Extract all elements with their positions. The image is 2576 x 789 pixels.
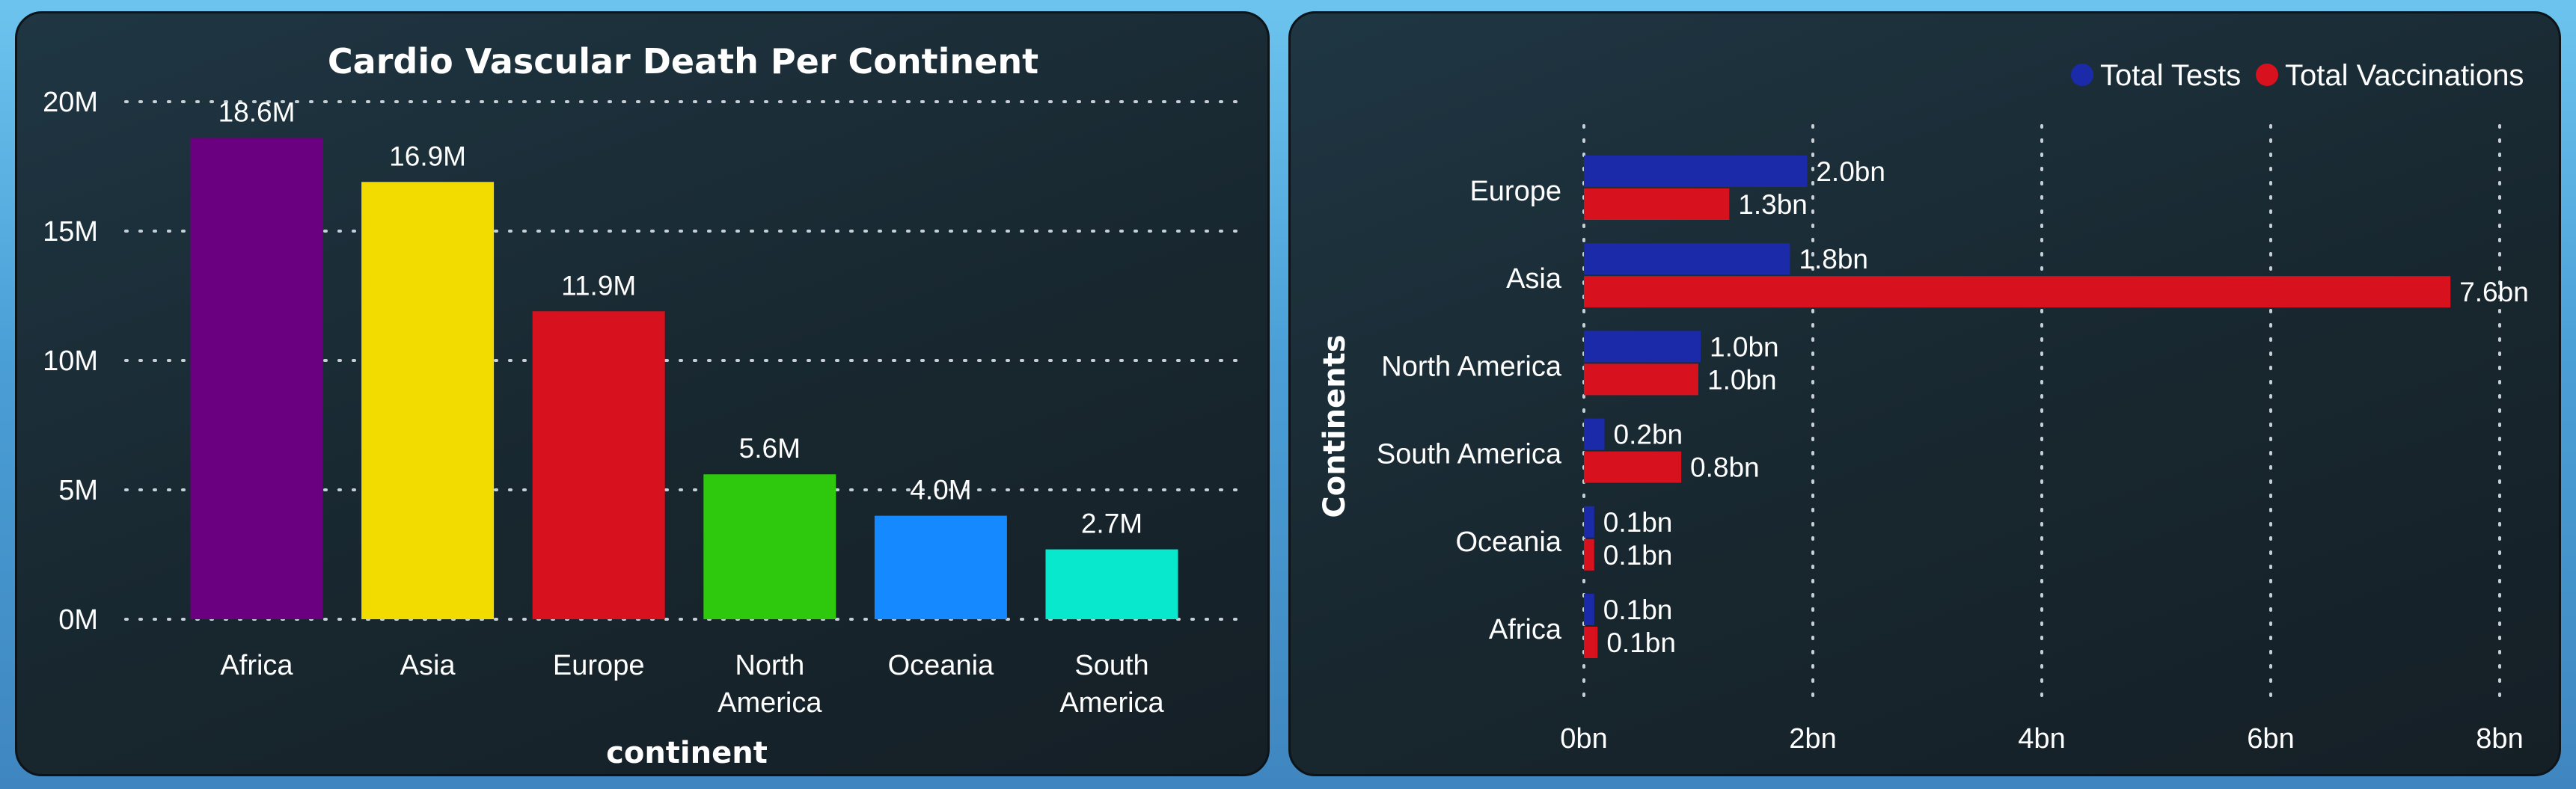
bar-south-america: [1045, 549, 1178, 619]
data-label: 0.1bn: [1603, 540, 1673, 571]
chart-title: Cardio Vascular Death Per Continent: [328, 41, 1038, 82]
data-label: 0.1bn: [1603, 507, 1673, 538]
legend-marker-total-tests: [2071, 64, 2093, 86]
bar-asia-total-tests: [1584, 243, 1790, 275]
bar-south-america-total-tests: [1584, 418, 1605, 450]
bar-north-america-total-tests: [1584, 331, 1701, 363]
bar-asia: [361, 182, 495, 619]
x-axis-title: continent: [606, 736, 768, 770]
bar-south-america-total-vaccinations: [1584, 451, 1682, 483]
y-tick-label: 5M: [58, 475, 98, 506]
x-tick-label: America: [718, 687, 822, 719]
data-label: 2.0bn: [1816, 156, 1885, 187]
cardio-death-panel: Cardio Vascular Death Per Continent 20M 15…: [15, 11, 1270, 776]
data-label: 0.1bn: [1606, 627, 1676, 658]
data-label: 7.6bn: [2459, 277, 2529, 307]
data-label: 5.6M: [739, 433, 801, 464]
x-tick-label: Asia: [400, 650, 456, 681]
data-label: 11.9M: [561, 270, 636, 301]
y-tick-label: North America: [1381, 351, 1562, 382]
y-tick-label: 20M: [43, 87, 98, 118]
data-label: 1.0bn: [1707, 364, 1777, 395]
data-label: 4.0M: [910, 475, 971, 506]
data-label: 1.0bn: [1710, 331, 1779, 362]
x-tick-label: Europe: [553, 650, 645, 681]
data-label: 1.3bn: [1738, 189, 1808, 220]
x-tick-label: 2bn: [1789, 723, 1836, 755]
legend-marker-total-vaccinations: [2256, 64, 2278, 86]
legend-label-total-tests: Total Tests: [2100, 59, 2241, 92]
bar-africa-total-tests: [1584, 594, 1594, 625]
data-label: 16.9M: [389, 141, 466, 171]
bar-oceania: [874, 515, 1007, 619]
y-tick-label: 0M: [58, 604, 98, 636]
x-tick-label: 8bn: [2476, 723, 2523, 755]
legend-label-total-vaccinations: Total Vaccinations: [2285, 59, 2524, 92]
bar-europe: [532, 311, 665, 619]
bar-europe-total-vaccinations: [1584, 188, 1730, 220]
y-tick-label: Asia: [1506, 263, 1562, 295]
y-tick-label: Europe: [1469, 176, 1561, 207]
x-tick-label: 0bn: [1560, 723, 1607, 755]
x-tick-label: America: [1059, 687, 1164, 719]
bar-north-america: [703, 474, 836, 619]
data-label: 0.8bn: [1690, 452, 1760, 483]
tests-vaccinations-panel: 0bn 2bn 4bn 6bn 8bn Total Tests Total Vaccinat…: [1288, 11, 2561, 776]
data-label: 18.6M: [218, 96, 296, 127]
cardio-death-chart: Cardio Vascular Death Per Continent 20M 15…: [43, 41, 1249, 770]
x-tick-label: 6bn: [2247, 723, 2294, 755]
bar-africa-total-vaccinations: [1584, 627, 1598, 658]
data-label: 2.7M: [1081, 509, 1142, 539]
x-tick-label: Africa: [220, 650, 293, 681]
bar-north-america-total-vaccinations: [1584, 363, 1698, 396]
bar-africa: [190, 138, 323, 619]
bar-oceania-total-tests: [1584, 506, 1594, 538]
x-tick-label: North: [735, 650, 804, 681]
x-tick-label: South: [1074, 650, 1148, 681]
data-label: 1.8bn: [1799, 244, 1868, 274]
bar-oceania-total-vaccinations: [1584, 538, 1594, 571]
data-label: 0.1bn: [1603, 595, 1673, 625]
y-tick-label: 10M: [43, 346, 98, 377]
x-tick-label: Oceania: [888, 650, 994, 681]
y-tick-label: Oceania: [1455, 526, 1561, 558]
x-tick-label: 4bn: [2018, 723, 2065, 755]
data-label: 0.2bn: [1614, 420, 1683, 450]
y-tick-label: South America: [1377, 439, 1562, 470]
y-axis-title: Continents: [1318, 334, 1352, 518]
bar-europe-total-tests: [1584, 156, 1808, 187]
bar-asia-total-vaccinations: [1584, 276, 2451, 308]
tests-vaccinations-chart: 0bn 2bn 4bn 6bn 8bn Total Tests Total Vaccinat…: [1318, 59, 2529, 755]
y-tick-label: Africa: [1489, 614, 1562, 645]
y-tick-label: 15M: [43, 216, 98, 248]
